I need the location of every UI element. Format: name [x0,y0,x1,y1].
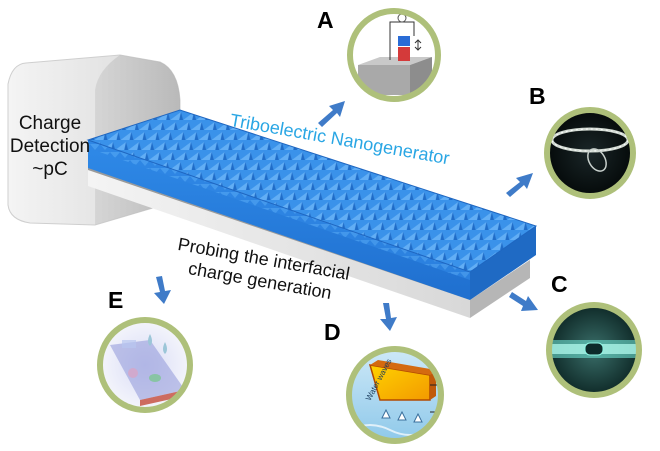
arrow-to-B [506,173,533,197]
panel-letter-B: B [529,85,546,108]
panel-C-image [545,305,645,395]
charge-detection-label: Charge Detection ~pC [8,112,92,181]
panel-letter-C: C [551,273,568,296]
charge-detection-line-2: Detection [8,135,92,158]
arrow-to-D [380,303,397,331]
charge-detection-line-3: ~pC [8,158,92,181]
arrow-to-C [509,292,538,311]
panel-letter-A: A [317,9,334,32]
charge-detection-line-1: Charge [8,112,92,135]
arrow-to-A [318,101,345,127]
panel-B-image [547,110,633,196]
panel-letter-E: E [108,289,123,312]
panel-letter-D: D [324,321,341,344]
panel-A-image [350,11,440,101]
arrow-to-E [154,276,171,304]
panel-E-image [100,320,190,410]
